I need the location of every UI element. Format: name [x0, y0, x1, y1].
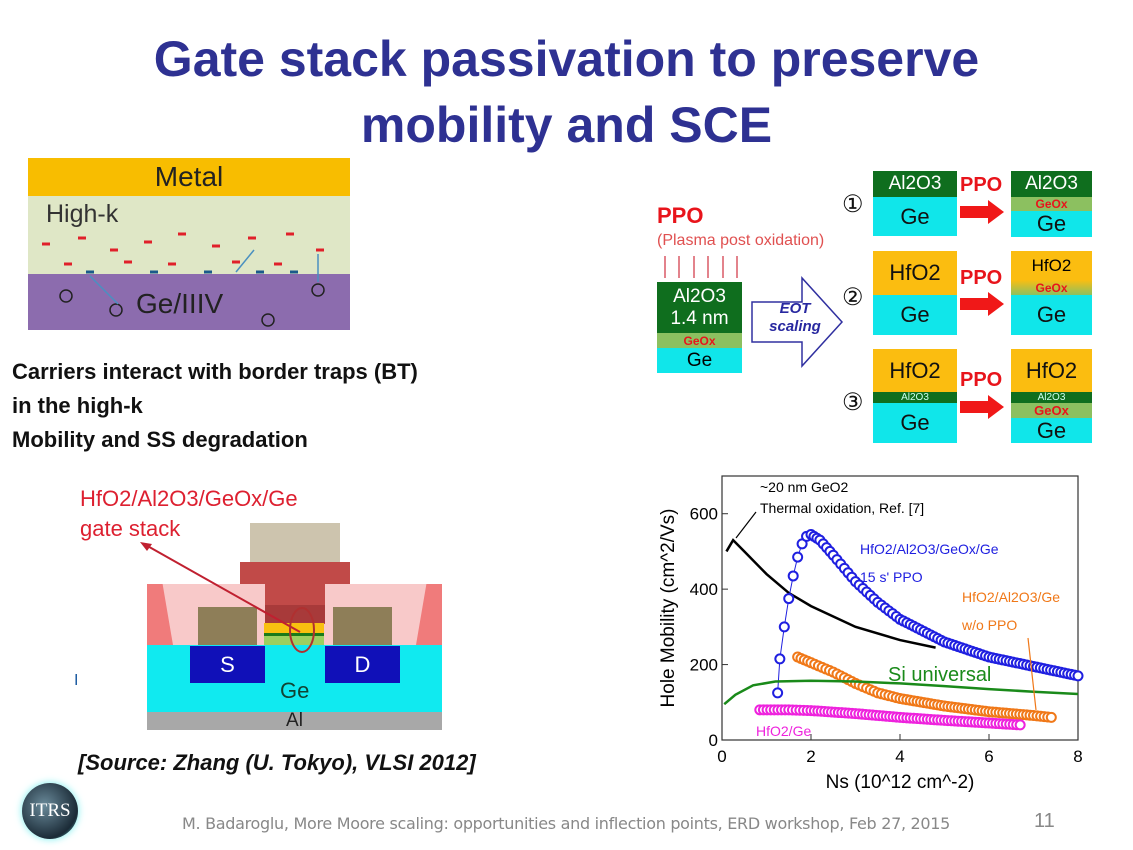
pointer-arrow — [140, 542, 315, 653]
x-tick-label: 8 — [1073, 747, 1082, 766]
data-point — [787, 570, 799, 582]
slide-title: Gate stack passivation to preserve mobili… — [153, 31, 980, 153]
row-number: ② — [842, 284, 864, 311]
x-tick-label: 4 — [895, 747, 904, 766]
stack-al2o3: Al2O3 1.4 nm — [657, 282, 742, 333]
red-arrow-icon — [960, 292, 1004, 316]
row3-before-ge: Ge — [873, 403, 957, 443]
drain-region: D — [325, 646, 400, 683]
annotation-blue: 15 s' PPO — [860, 569, 923, 585]
data-point — [1045, 711, 1057, 723]
al-layer: Al — [147, 711, 442, 730]
row2-after-hfo2: HfO2 — [1011, 251, 1092, 280]
row3-before-al2o3: Al2O3 — [873, 392, 957, 403]
row-number: ① — [842, 191, 864, 218]
border-trap-diagram: Metal High-k Ge/IIIV — [28, 158, 350, 330]
row3-after-geox: GeOx — [1011, 403, 1092, 418]
eot-label: EOT scaling — [769, 300, 821, 335]
page-number: 11 — [1034, 810, 1055, 832]
annotation-arrow — [735, 511, 757, 539]
annotation-blue: HfO2/Al2O3/GeOx/Ge — [860, 541, 999, 557]
annotation-orange: HfO2/Al2O3/Ge — [962, 589, 1060, 605]
ppo-label: PPO — [960, 174, 1003, 196]
plasma-arrows-icon — [664, 256, 738, 278]
trap-marks — [42, 232, 325, 327]
ppo-label: PPO — [960, 369, 1003, 391]
itrs-logo: ITRS — [22, 783, 78, 839]
drain-contact — [333, 607, 392, 645]
annotation-thermal: Thermal oxidation, Ref. [7] — [760, 500, 924, 516]
ppo-heading: PPO — [657, 203, 704, 228]
footer-text: M. Badaroglu, More Moore scaling: opport… — [182, 814, 951, 833]
row1-after-geox: GeOx — [1011, 197, 1092, 211]
data-point — [792, 551, 804, 563]
gate-metal — [240, 562, 350, 584]
row2-before-hfo2: HfO2 — [873, 251, 957, 295]
source-contact — [198, 607, 257, 645]
gate-contact — [250, 523, 340, 562]
ge-label: Ge — [280, 678, 310, 703]
x-axis-label: Ns (10^12 cm^-2) — [826, 772, 975, 793]
row3-after-al2o3: Al2O3 — [1011, 392, 1092, 403]
data-point — [783, 593, 795, 605]
series-line-0 — [725, 538, 936, 649]
row1-before-al2o3: Al2O3 — [873, 171, 957, 197]
red-arrow-icon — [960, 395, 1004, 419]
y-tick-label: 200 — [690, 656, 718, 675]
annotation-orange: w/o PPO — [961, 617, 1017, 633]
gate-stem-lower — [265, 605, 325, 623]
row3-after-hfo2: HfO2 — [1011, 349, 1092, 392]
substrate-layer: Ge/IIIV — [28, 274, 350, 330]
geox-layer — [264, 636, 324, 645]
ppo-full-name: (Plasma post oxidation) — [657, 232, 825, 249]
al2o3-layer — [264, 633, 324, 636]
data-point — [1072, 670, 1084, 682]
row2-after-ge: Ge — [1011, 295, 1092, 335]
row2-after-geox: GeOx — [1011, 280, 1092, 295]
eot-scaling-arrow-icon — [751, 276, 844, 368]
data-point — [774, 653, 786, 665]
ppo-label: PPO — [960, 267, 1003, 289]
stray-mark: I — [74, 672, 79, 689]
annotation-arrow — [1027, 637, 1037, 711]
x-tick-label: 2 — [806, 747, 815, 766]
gate-stack-label: HfO2/Al2O3/GeOx/Ge gate stack — [80, 486, 298, 541]
source-region: S — [190, 646, 265, 683]
data-point — [772, 687, 784, 699]
annotation-thermal: ~20 nm GeO2 — [760, 479, 849, 495]
x-tick-label: 6 — [984, 747, 993, 766]
annotation-magenta: HfO2/Ge — [756, 723, 811, 739]
source-citation: [Source: Zhang (U. Tokyo), VLSI 2012] — [78, 750, 476, 775]
hole-mobility-chart: 0 2 4 6 8 0 200 400 600 Ns (10^12 cm^-2) Hole Mobi… — [658, 475, 1084, 793]
y-tick-label: 400 — [690, 580, 718, 599]
y-tick-label: 600 — [690, 505, 718, 524]
stack-ge: Ge — [657, 348, 742, 373]
data-point — [1014, 719, 1026, 731]
highk-layer: High-k — [28, 196, 350, 274]
body-text: Carriers interact with border traps (BT)… — [12, 359, 418, 452]
metal-layer: Metal — [28, 158, 350, 196]
y-axis-label: Hole Mobility (cm^2/Vs) — [658, 509, 679, 708]
x-tick-label: 0 — [717, 747, 726, 766]
y-tick-label: 0 — [709, 731, 718, 750]
stack-geox: GeOx — [657, 333, 742, 348]
data-point — [778, 621, 790, 633]
row3-after-ge: Ge — [1011, 418, 1092, 443]
row1-after-ge: Ge — [1011, 211, 1092, 237]
annotation-green: Si universal — [888, 664, 991, 686]
row1-before-ge: Ge — [873, 197, 957, 236]
row1-after-al2o3: Al2O3 — [1011, 171, 1092, 197]
row2-before-ge: Ge — [873, 295, 957, 335]
series-line-4 — [723, 679, 1079, 706]
red-arrow-icon — [960, 200, 1004, 224]
row3-before-hfo2: HfO2 — [873, 349, 957, 392]
row-number: ③ — [842, 389, 864, 416]
